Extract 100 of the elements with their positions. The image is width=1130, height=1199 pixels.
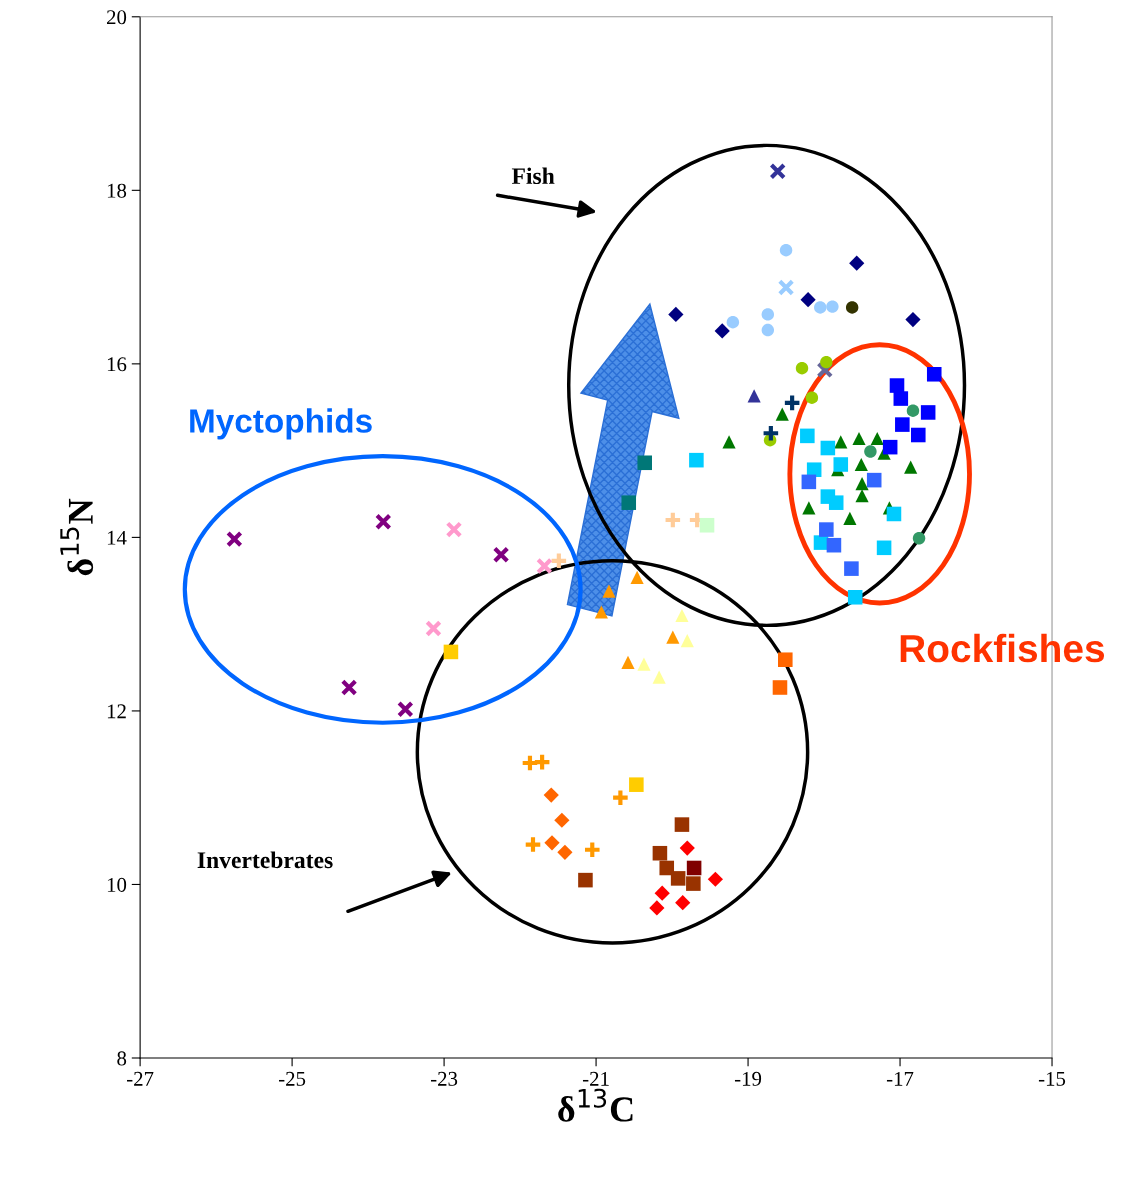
point — [864, 445, 877, 458]
point — [828, 495, 844, 510]
point — [886, 506, 902, 522]
point — [800, 292, 816, 308]
point — [855, 489, 869, 503]
point — [668, 306, 684, 323]
point — [621, 655, 635, 669]
y-tick-label: 12 — [107, 704, 126, 719]
x-axis-title: δ$^{13}$C — [558, 1088, 633, 1122]
point — [602, 584, 616, 598]
point — [663, 510, 683, 530]
x-tick-label: -17 — [886, 1071, 914, 1086]
point — [820, 440, 836, 456]
point — [844, 561, 859, 576]
point — [536, 557, 553, 575]
point — [637, 657, 651, 671]
point — [544, 835, 560, 851]
y-tick-label: 18 — [107, 183, 127, 198]
point — [523, 835, 543, 854]
point — [680, 634, 694, 648]
point — [905, 312, 921, 328]
point — [699, 517, 715, 533]
point — [772, 680, 788, 695]
point — [845, 301, 859, 314]
point — [911, 427, 926, 443]
point — [425, 620, 442, 637]
point — [843, 511, 857, 525]
point — [707, 871, 723, 887]
point — [761, 323, 775, 337]
point — [654, 885, 670, 901]
point — [652, 845, 668, 861]
point — [554, 812, 570, 828]
point — [893, 391, 909, 406]
x-tick-label: -23 — [430, 1071, 458, 1086]
x-tick-label: -21 — [582, 1071, 609, 1086]
point — [675, 608, 689, 623]
point — [800, 428, 815, 444]
point — [652, 670, 666, 684]
point — [557, 844, 573, 860]
y-tick-label: 20 — [107, 10, 127, 25]
y-tick-label: 16 — [107, 357, 127, 372]
point — [847, 589, 863, 605]
x-tick-label: -15 — [1038, 1071, 1066, 1086]
point — [543, 787, 559, 803]
x-tick-label: -19 — [734, 1071, 762, 1086]
point — [855, 477, 869, 491]
point — [492, 546, 510, 564]
point — [686, 860, 702, 876]
x-tick-label: -27 — [127, 1071, 154, 1086]
point — [675, 895, 691, 911]
point — [340, 679, 358, 696]
point — [578, 872, 593, 888]
point — [769, 162, 786, 180]
point — [802, 501, 816, 515]
point — [649, 900, 665, 916]
point — [679, 840, 695, 856]
point — [826, 537, 842, 553]
point — [805, 391, 819, 404]
point — [621, 495, 637, 510]
point — [666, 630, 680, 644]
point — [854, 457, 868, 472]
point — [397, 700, 414, 718]
point — [833, 457, 849, 472]
point — [775, 407, 789, 421]
y-axis-title: δ$^{15}$N — [60, 498, 94, 576]
point — [374, 513, 392, 531]
point — [926, 366, 942, 382]
point — [906, 404, 920, 417]
point — [659, 860, 675, 876]
point — [761, 308, 775, 321]
point — [777, 279, 795, 296]
point — [849, 255, 865, 271]
point — [761, 423, 781, 443]
point — [779, 243, 793, 257]
point — [722, 435, 736, 449]
point — [782, 393, 802, 413]
point — [778, 652, 793, 668]
point — [882, 439, 898, 455]
point — [532, 752, 552, 772]
point — [611, 788, 630, 808]
point — [866, 472, 882, 488]
point — [834, 435, 848, 449]
point — [816, 361, 834, 379]
point — [806, 462, 822, 477]
y-tick-label: 10 — [107, 877, 127, 892]
point — [895, 417, 910, 432]
point — [904, 460, 918, 474]
point — [920, 405, 936, 420]
point — [686, 876, 701, 891]
point — [714, 323, 730, 339]
point — [582, 840, 602, 860]
point — [674, 817, 690, 832]
point — [826, 300, 839, 313]
point — [819, 522, 834, 537]
point — [443, 644, 459, 660]
point — [726, 316, 740, 329]
point — [912, 532, 926, 545]
point — [801, 474, 817, 490]
x-tick-label: -25 — [278, 1071, 306, 1086]
point — [445, 521, 463, 538]
